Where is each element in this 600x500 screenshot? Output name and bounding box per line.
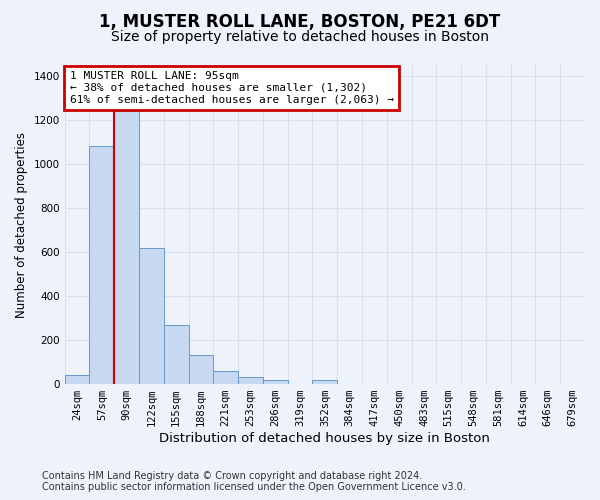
Bar (188, 356, 214, 384)
Y-axis label: Number of detached properties: Number of detached properties (15, 132, 28, 318)
Bar (139, 248, 164, 384)
Text: 1 MUSTER ROLL LANE: 95sqm
← 38% of detached houses are smaller (1,302)
61% of se: 1 MUSTER ROLL LANE: 95sqm ← 38% of detac… (70, 72, 394, 104)
Bar (313, 380, 337, 384)
Bar (114, 111, 139, 384)
Bar (214, 371, 238, 384)
Bar (89, 146, 114, 384)
Bar (238, 378, 263, 384)
Bar (164, 324, 188, 384)
Text: Size of property relative to detached houses in Boston: Size of property relative to detached ho… (111, 30, 489, 44)
Bar (263, 380, 287, 384)
X-axis label: Distribution of detached houses by size in Boston: Distribution of detached houses by size … (160, 432, 490, 445)
Bar (65, 376, 89, 384)
Text: Contains HM Land Registry data © Crown copyright and database right 2024.
Contai: Contains HM Land Registry data © Crown c… (42, 471, 466, 492)
Text: 1, MUSTER ROLL LANE, BOSTON, PE21 6DT: 1, MUSTER ROLL LANE, BOSTON, PE21 6DT (100, 12, 500, 30)
